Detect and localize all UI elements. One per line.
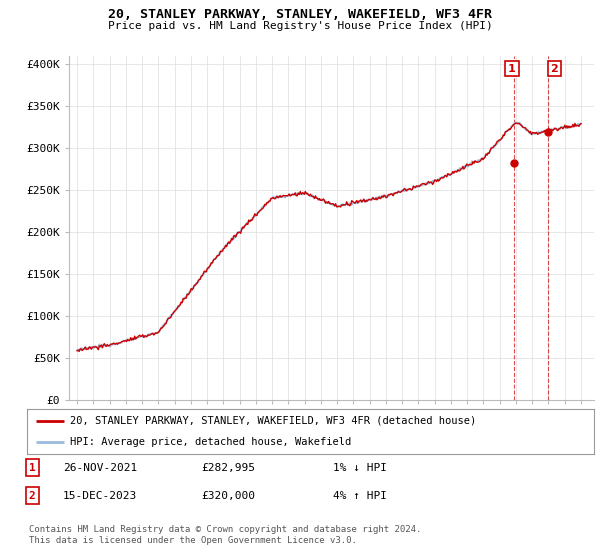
- Text: 20, STANLEY PARKWAY, STANLEY, WAKEFIELD, WF3 4FR: 20, STANLEY PARKWAY, STANLEY, WAKEFIELD,…: [108, 8, 492, 21]
- Text: 2: 2: [550, 64, 558, 73]
- Text: Price paid vs. HM Land Registry's House Price Index (HPI): Price paid vs. HM Land Registry's House …: [107, 21, 493, 31]
- Text: Contains HM Land Registry data © Crown copyright and database right 2024.
This d: Contains HM Land Registry data © Crown c…: [29, 525, 421, 545]
- Text: 1% ↓ HPI: 1% ↓ HPI: [333, 463, 387, 473]
- Text: HPI: Average price, detached house, Wakefield: HPI: Average price, detached house, Wake…: [70, 436, 351, 446]
- Text: 1: 1: [508, 64, 516, 73]
- Text: 15-DEC-2023: 15-DEC-2023: [63, 491, 137, 501]
- Text: £320,000: £320,000: [201, 491, 255, 501]
- Text: 4% ↑ HPI: 4% ↑ HPI: [333, 491, 387, 501]
- Text: £282,995: £282,995: [201, 463, 255, 473]
- Text: 2: 2: [29, 491, 35, 501]
- Text: 26-NOV-2021: 26-NOV-2021: [63, 463, 137, 473]
- Text: 1: 1: [29, 463, 35, 473]
- Text: 20, STANLEY PARKWAY, STANLEY, WAKEFIELD, WF3 4FR (detached house): 20, STANLEY PARKWAY, STANLEY, WAKEFIELD,…: [70, 416, 476, 426]
